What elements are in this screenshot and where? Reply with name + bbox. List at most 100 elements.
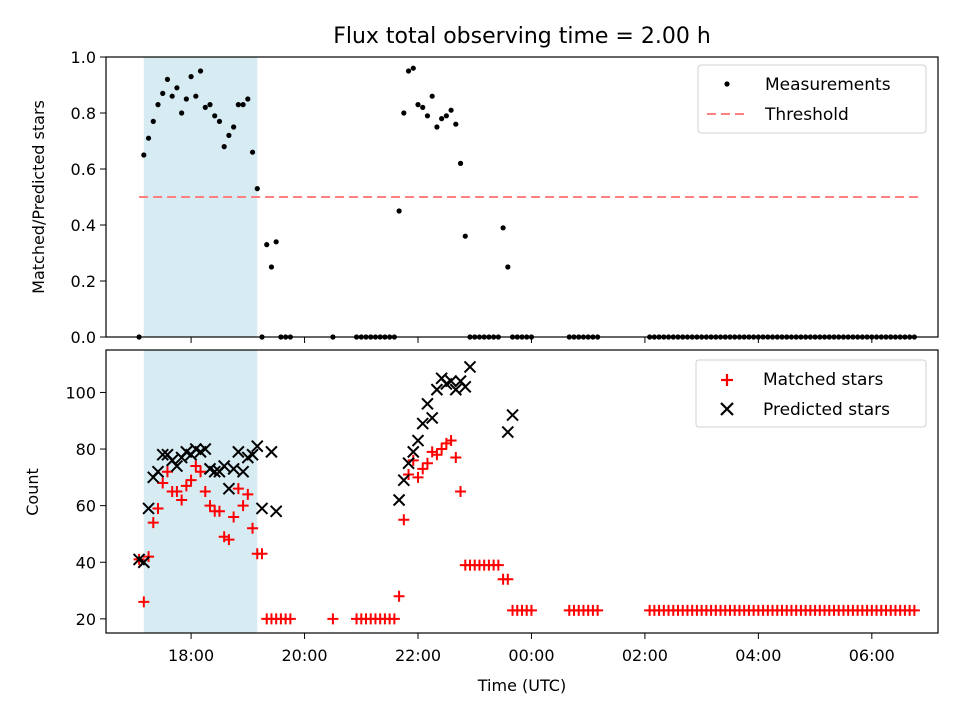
top-y-tick-label: 0.8	[71, 104, 96, 123]
matched-star-point	[147, 517, 159, 529]
bottom-y-tick-label: 40	[76, 553, 96, 572]
legend-measurements-label: Measurements	[765, 75, 891, 95]
bottom-y-ticks: 20 40 60 80 100	[65, 383, 106, 629]
top-y-tick-label: 0.6	[71, 160, 96, 179]
measurement-point	[179, 110, 185, 116]
chart-title: Flux total observing time = 2.00 h	[333, 24, 711, 49]
matched-star-point	[450, 452, 462, 464]
predicted-star-point	[459, 380, 472, 393]
measurement-point	[249, 149, 256, 155]
legend-threshold-label: Threshold	[764, 105, 849, 125]
measurement-point	[212, 113, 218, 119]
x-tick-label: 18:00	[168, 646, 214, 665]
predicted-star-point	[142, 502, 155, 515]
measurement-point	[202, 104, 208, 110]
measurement-point	[221, 144, 227, 150]
matched-star-point	[445, 435, 457, 447]
bottom-panel: 20 40 60 80 100 18:00 20:00 22:00 00:00 02:00 04:…	[23, 349, 939, 695]
matched-star-point	[138, 596, 150, 608]
matched-star-point	[592, 604, 604, 616]
matched-star-point	[204, 500, 216, 512]
measurement-point	[160, 90, 166, 96]
matched-star-point	[502, 573, 514, 585]
measurement-point	[268, 264, 275, 270]
measurement-point	[240, 102, 246, 108]
top-y-tick-label: 0.4	[71, 216, 96, 235]
legend-predicted-label: Predicted stars	[763, 400, 890, 420]
predicted-star-point	[217, 459, 231, 473]
measurement-point	[141, 152, 147, 158]
bottom-x-ticks: 18:00 20:00 22:00 00:00 02:00 04:00 06:00	[168, 633, 895, 665]
predicted-star-point	[199, 442, 212, 456]
predicted-star-point	[449, 383, 463, 396]
matched-star-point	[525, 604, 537, 616]
top-y-ticks: 0.0 0.2 0.4 0.6 0.8 1.0	[71, 48, 106, 347]
top-x-ticks	[190, 337, 873, 343]
matched-star-point	[223, 534, 235, 546]
predicted-star-point	[269, 505, 283, 518]
legend-predicted-marker	[720, 402, 734, 416]
measurement-point	[415, 102, 421, 108]
matched-star-point	[195, 466, 207, 478]
predicted-star-point	[246, 448, 259, 461]
x-tick-label: 00:00	[508, 646, 554, 665]
matched-star-point	[190, 460, 202, 472]
predicted-star-point	[227, 462, 240, 476]
measurement-point	[150, 118, 156, 124]
matched-star-point	[908, 604, 920, 616]
measurement-point	[434, 124, 440, 130]
matched-star-point	[436, 443, 448, 455]
matched-star-point	[232, 483, 244, 495]
x-tick-label: 20:00	[281, 646, 327, 665]
measurement-point	[226, 132, 232, 138]
x-tick-label: 04:00	[735, 646, 781, 665]
measurement-point	[405, 68, 412, 74]
matched-points	[133, 435, 920, 625]
predicted-star-point	[425, 411, 439, 425]
bottom-y-axis-label: Count	[23, 468, 42, 516]
top-y-tick-label: 1.0	[71, 48, 96, 67]
measurement-point	[505, 264, 511, 270]
measurement-point	[231, 124, 237, 130]
matched-star-point	[242, 488, 254, 500]
predicted-star-point	[255, 502, 269, 515]
matched-star-point	[284, 613, 296, 625]
matched-star-point	[247, 522, 259, 534]
top-y-axis-label: Matched/Predicted stars	[29, 100, 48, 294]
x-tick-label: 06:00	[849, 646, 895, 665]
top-panel: 0.0 0.2 0.4 0.6 0.8 1.0 Matched/Predicted sta…	[29, 48, 939, 347]
matched-star-point	[237, 500, 249, 512]
x-tick-label: 02:00	[622, 646, 668, 665]
measurement-point	[273, 239, 279, 245]
measurement-point	[207, 102, 213, 108]
matched-star-point	[327, 613, 339, 625]
top-legend: Measurements Threshold	[697, 64, 927, 134]
top-axes-frame	[105, 56, 939, 338]
x-tick-label: 22:00	[395, 646, 441, 665]
measurement-point	[396, 208, 402, 214]
bottom-y-tick-label: 80	[76, 440, 96, 459]
predicted-star-point	[463, 360, 477, 374]
measurement-point	[500, 225, 506, 231]
matched-star-point	[492, 559, 504, 571]
matched-star-point	[431, 449, 443, 461]
predicted-star-point	[156, 448, 169, 461]
predicted-star-point	[501, 425, 515, 439]
measurement-point	[169, 93, 175, 99]
measurement-point	[401, 110, 407, 116]
matched-star-point	[256, 548, 268, 560]
measurement-point	[443, 113, 449, 119]
top-y-tick-label: 0.2	[71, 272, 96, 291]
predicted-star-point	[430, 383, 444, 396]
matched-star-point	[407, 454, 419, 466]
matched-star-point	[180, 480, 192, 492]
bottom-y-tick-label: 60	[76, 497, 96, 516]
bottom-legend: Matched stars Predicted stars	[695, 359, 927, 428]
measurement-point	[439, 116, 445, 122]
predicted-star-point	[392, 493, 406, 507]
matched-star-point	[412, 471, 424, 483]
measurement-point	[254, 186, 260, 192]
measurement-point	[155, 102, 161, 108]
top-y-tick-label: 0.0	[71, 328, 96, 347]
matched-star-point	[388, 613, 400, 625]
